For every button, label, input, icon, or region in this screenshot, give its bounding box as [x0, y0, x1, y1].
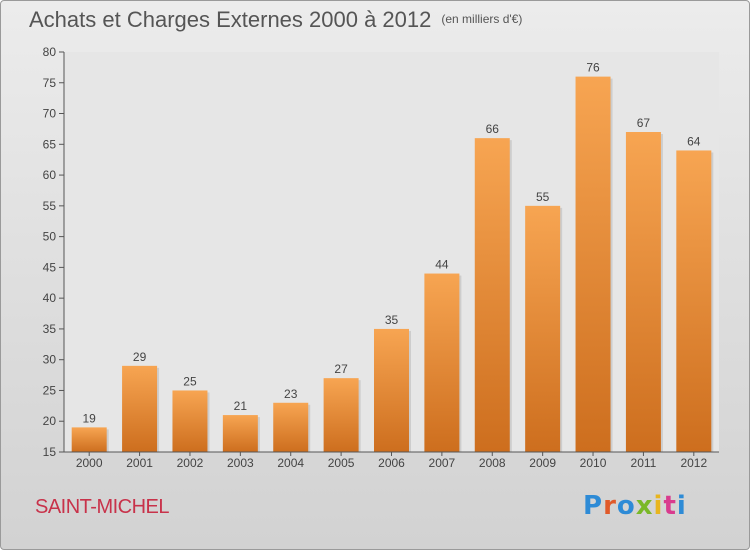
x-tick-label: 2001	[126, 456, 153, 470]
data-label: 66	[486, 122, 500, 136]
data-label: 55	[536, 190, 550, 204]
bar-chart: 19 29 25 21 23 27 35 44 66 55 76 67 64 15 20 25 30 35 40 4…	[1, 1, 749, 549]
y-tick-label: 15	[43, 445, 57, 459]
bar-2009	[525, 206, 560, 452]
logo-letter: o	[617, 491, 636, 521]
data-label: 64	[687, 134, 701, 148]
data-label: 76	[586, 61, 600, 75]
bar-2010	[576, 77, 611, 452]
bar-2004	[273, 403, 308, 452]
y-tick-label: 70	[43, 107, 57, 121]
x-tick-label: 2012	[680, 456, 707, 470]
bar-2005	[324, 378, 359, 452]
x-tick-label: 2002	[177, 456, 204, 470]
x-tick-label: 2007	[429, 456, 456, 470]
x-tick-label: 2003	[227, 456, 254, 470]
x-tick-label: 2004	[277, 456, 304, 470]
logo-letter: P	[583, 491, 603, 521]
data-label: 29	[133, 350, 147, 364]
data-label: 27	[334, 362, 348, 376]
x-tick-label: 2010	[580, 456, 607, 470]
bar-2011	[626, 132, 661, 452]
y-tick-label: 60	[43, 168, 57, 182]
data-label: 67	[637, 116, 651, 130]
x-tick-label: 2008	[479, 456, 506, 470]
logo-letter: i	[654, 491, 664, 521]
place-name: SAINT-MICHEL	[35, 496, 169, 519]
bar-2012	[676, 150, 711, 452]
data-label: 19	[83, 411, 97, 425]
bar-2008	[475, 138, 510, 452]
bar-2000	[72, 427, 107, 452]
bar-2006	[374, 329, 409, 452]
proxiti-logo: Proxiti	[583, 491, 687, 521]
x-tick-label: 2000	[76, 456, 103, 470]
y-tick-label: 45	[43, 260, 57, 274]
y-tick-label: 55	[43, 199, 57, 213]
logo-letter: t	[663, 491, 676, 521]
y-tick-label: 20	[43, 414, 57, 428]
logo-letter: x	[636, 491, 654, 521]
x-tick-label: 2011	[631, 456, 657, 470]
y-tick-label: 40	[43, 291, 57, 305]
logo-letter: i	[677, 491, 687, 521]
logo-letter: r	[603, 491, 617, 521]
y-tick-label: 25	[43, 383, 57, 397]
data-label: 21	[234, 399, 248, 413]
data-label: 35	[385, 313, 399, 327]
chart-frame: Achats et Charges Externes 2000 à 2012 (e…	[0, 0, 750, 550]
bar-2002	[172, 390, 207, 452]
y-tick-label: 50	[43, 230, 57, 244]
y-tick-label: 35	[43, 322, 57, 336]
data-label: 23	[284, 387, 298, 401]
y-tick-label: 65	[43, 137, 57, 151]
data-label: 25	[183, 374, 197, 388]
x-tick-label: 2006	[378, 456, 405, 470]
x-tick-label: 2009	[529, 456, 556, 470]
y-tick-label: 80	[43, 45, 57, 59]
bar-2003	[223, 415, 258, 452]
x-tick-label: 2005	[328, 456, 355, 470]
data-label: 44	[435, 258, 449, 272]
y-tick-label: 30	[43, 353, 57, 367]
bar-2001	[122, 366, 157, 452]
bar-2007	[424, 274, 459, 452]
y-tick-label: 75	[43, 76, 57, 90]
